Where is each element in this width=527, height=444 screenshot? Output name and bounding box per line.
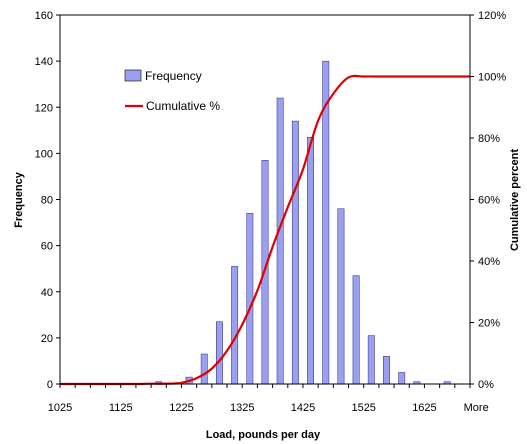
frequency-bar: [276, 97, 284, 385]
frequency-bar: [383, 356, 390, 385]
y2-tick-label: 60%: [478, 195, 500, 207]
x-tick-label: 1325: [230, 402, 254, 414]
frequency-bar: [352, 275, 360, 385]
y2-tick-label: 80%: [478, 133, 500, 145]
y-tick-label: 160: [35, 10, 53, 22]
x-axis-title: Load, pounds per day: [206, 429, 321, 441]
frequency-bar: [200, 353, 208, 385]
x-tick-label: 1625: [412, 402, 436, 414]
frequency-bar: [307, 136, 314, 385]
legend-swatch-frequency: [124, 69, 142, 82]
y-axis-left-title: Frequency: [13, 171, 25, 228]
frequency-bar: [246, 213, 254, 385]
y-tick-label: 100: [35, 148, 53, 160]
frequency-bar: [398, 372, 406, 385]
y2-tick-label: 40%: [478, 256, 500, 268]
y-tick-label: 20: [41, 333, 53, 345]
x-tick-label: 1125: [109, 402, 133, 414]
x-tick-label: 1425: [291, 402, 315, 414]
legend: Frequency Cumulative %: [124, 69, 220, 113]
legend-label-cumulative: Cumulative %: [146, 99, 220, 113]
frequency-bar: [216, 321, 223, 385]
x-tick-label: More: [464, 402, 489, 414]
y2-tick-label: 20%: [478, 318, 500, 330]
y2-tick-label: 120%: [478, 10, 506, 22]
x-tick-label: 1225: [169, 402, 193, 414]
y-tick-label: 60: [41, 241, 53, 253]
y-axis-left-ticks: 0 20 40 60 80 100 120 140 160: [35, 10, 60, 391]
x-tick-label: 1025: [48, 402, 72, 414]
y-tick-label: 40: [41, 287, 53, 299]
frequency-bar: [291, 120, 299, 385]
frequency-bar: [231, 266, 239, 385]
y2-tick-label: 0%: [478, 379, 494, 391]
legend-label-frequency: Frequency: [145, 69, 202, 83]
x-axis-ticks: 1025 1125 1225 1325 1425 1525 1625 More: [48, 384, 489, 414]
y-tick-label: 140: [35, 56, 53, 68]
y-tick-label: 0: [47, 379, 53, 391]
frequency-bar: [367, 335, 375, 385]
y-tick-label: 120: [35, 102, 53, 114]
y-axis-right-ticks: 0% 20% 40% 60% 80% 100% 120%: [470, 10, 506, 391]
frequency-bar: [337, 208, 345, 385]
y2-tick-label: 100%: [478, 72, 506, 84]
y-tick-label: 80: [41, 195, 53, 207]
x-tick-label: 1525: [351, 402, 375, 414]
y-axis-right-title: Cumulative percent: [509, 149, 521, 251]
